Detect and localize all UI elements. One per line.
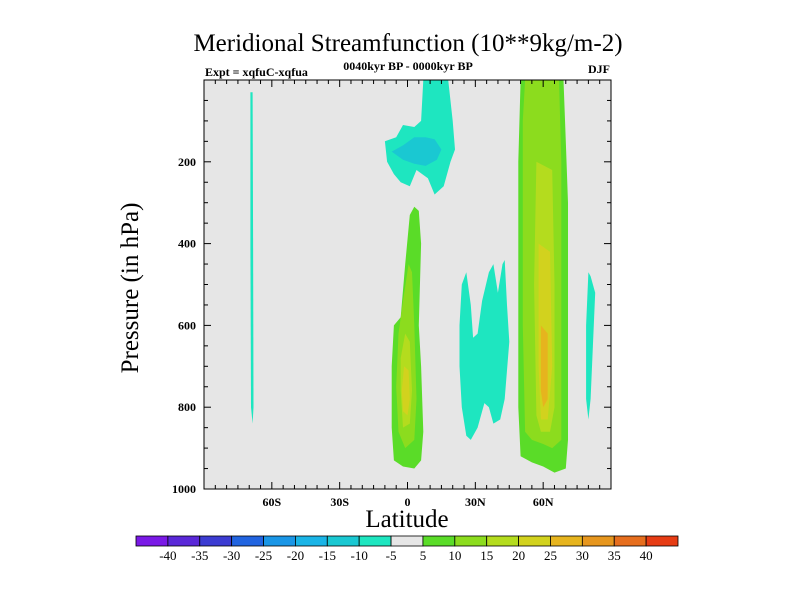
x-axis-label: Latitude: [365, 506, 448, 533]
chart-center-subtitle: 0040kyr BP - 0000kyr BP: [343, 59, 473, 73]
colorbar-label: 20: [512, 548, 525, 563]
colorbar-swatch: [645, 535, 679, 547]
colorbar-swatch: [263, 535, 296, 547]
colorbar-swatch: [135, 535, 169, 547]
y-tick-label: 1000: [172, 482, 196, 496]
colorbar-label: 15: [480, 548, 493, 563]
colorbar-label: -5: [386, 548, 397, 563]
colorbar-swatch: [454, 535, 488, 547]
y-tick-label: 200: [178, 155, 196, 169]
colorbar-label: -20: [287, 548, 304, 563]
x-tick-label: 30N: [465, 495, 486, 509]
colorbar-label: 10: [448, 548, 461, 563]
colorbar-swatch: [358, 535, 392, 547]
colorbar-swatch: [231, 535, 264, 547]
contour-region-equatorial-upper-core: [391, 137, 442, 166]
y-tick-label: 400: [178, 237, 196, 251]
x-tick-label: 0: [405, 495, 411, 509]
colorbar-label: 25: [544, 548, 557, 563]
chart-right-subtitle: DJF: [588, 62, 610, 76]
colorbar-swatch: [422, 535, 456, 547]
colorbar-label: -10: [351, 548, 368, 563]
contour-region-sh-narrow-negative: [250, 92, 254, 424]
colorbar-label: -15: [319, 548, 336, 563]
chart-title: Meridional Streamfunction (10**9kg/m-2): [193, 30, 622, 57]
y-axis-label: Pressure (in hPa): [117, 203, 144, 374]
contour-region-equatorial-lower-positive-core: [401, 366, 410, 416]
x-tick-label: 60S: [262, 495, 281, 509]
colorbar-swatch: [518, 535, 551, 547]
contour-region-nh-subtropical-negative: [459, 260, 510, 440]
colorbar-swatch: [295, 535, 328, 547]
contour-region-nh-midlat-positive-peak: [540, 325, 548, 408]
colorbar-label: 40: [640, 548, 653, 563]
y-tick-label: 800: [178, 400, 196, 414]
colorbar-label: -25: [255, 548, 272, 563]
colorbar-label: -35: [191, 548, 208, 563]
colorbar-label: 5: [420, 548, 427, 563]
contour-region-equatorial-upper-negative: [384, 80, 455, 195]
y-tick-label: 600: [178, 318, 196, 332]
colorbar-label: -30: [223, 548, 240, 563]
colorbar-swatch: [390, 535, 424, 547]
x-tick-label: 60N: [533, 495, 554, 509]
colorbar-swatch: [550, 535, 583, 547]
colorbar-swatch: [199, 535, 233, 547]
colorbar-label: -40: [159, 548, 176, 563]
colorbar-swatch: [581, 535, 615, 547]
chart-left-subtitle: Expt = xqfuC-xqfua: [205, 65, 308, 79]
colorbar-label: 35: [608, 548, 621, 563]
colorbar-swatch: [326, 535, 360, 547]
colorbar-swatch: [613, 535, 647, 547]
contour-region-nh-polar-negative: [586, 272, 596, 420]
colorbar-swatch: [486, 535, 519, 547]
x-tick-label: 30S: [330, 495, 349, 509]
colorbar-label: 30: [576, 548, 589, 563]
colorbar-swatch: [167, 535, 201, 547]
